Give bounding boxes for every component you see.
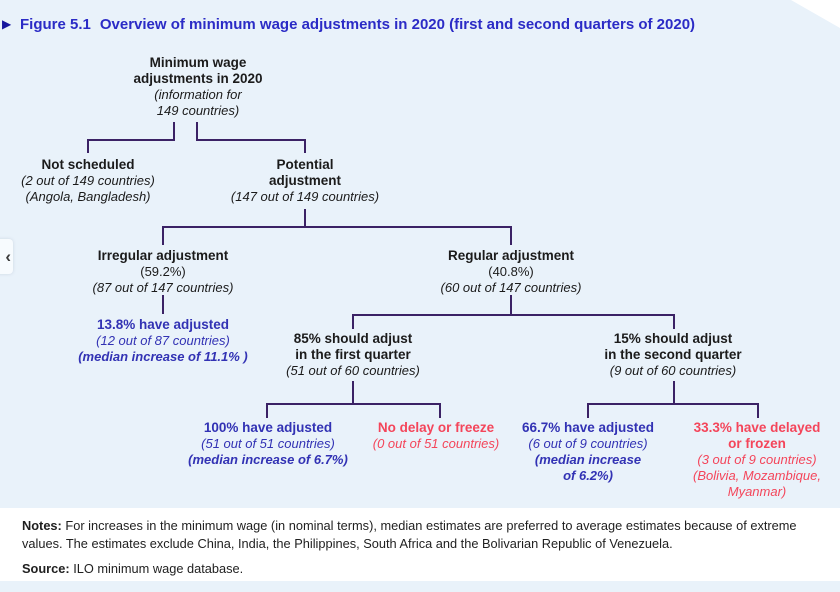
connector-line: [196, 139, 306, 141]
prev-page-button[interactable]: ‹: [0, 239, 13, 274]
node-irregular-adjusted: 13.8% have adjusted (12 out of 87 countr…: [43, 317, 283, 365]
node-irregular-adjustment: Irregular adjustment (59.2%) (87 out of …: [43, 248, 283, 296]
source-label: Source:: [22, 561, 70, 576]
node-not-scheduled: Not scheduled (2 out of 149 countries) (…: [0, 157, 208, 205]
notes-label: Notes:: [22, 518, 62, 533]
node-title: Minimum wage adjustments in 2020: [133, 55, 263, 86]
figure-caption: Figure 5.1 Overview of minimum wage adjus…: [20, 15, 830, 34]
node-subtitle: (6 out of 9 countries): [528, 436, 648, 451]
next-panel-edge: [0, 581, 840, 592]
node-title: Regular adjustment: [447, 248, 575, 263]
node-first-quarter: 85% should adjust in the first quarter (…: [233, 331, 473, 379]
node-subtitle: (60 out of 147 countries): [440, 280, 582, 295]
connector-line: [510, 226, 512, 245]
connector-line: [352, 381, 354, 405]
connector-line: [87, 139, 175, 141]
node-emphasis: (median increase of 6.7%): [188, 452, 348, 467]
node-second-quarter: 15% should adjust in the second quarter …: [553, 331, 793, 379]
node-subtitle: (51 out of 51 countries): [201, 436, 335, 451]
source-text: ILO minimum wage database.: [73, 561, 244, 576]
connector-line: [757, 403, 759, 418]
node-title: Potential adjustment: [268, 157, 341, 188]
node-title: 66.7% have adjusted: [521, 420, 655, 435]
connector-line: [673, 381, 675, 405]
node-subtitle: (87 out of 147 countries): [92, 280, 234, 295]
node-root: Minimum wage adjustments in 2020 (inform…: [78, 55, 318, 119]
node-title: 100% have adjusted: [203, 420, 333, 435]
node-q2-delayed: 33.3% have delayed or frozen (3 out of 9…: [637, 420, 840, 500]
connector-line: [196, 122, 198, 141]
node-title: 13.8% have adjusted: [96, 317, 230, 332]
node-subtitle: (2 out of 149 countries) (Angola, Bangla…: [21, 173, 155, 204]
figure-source: Source: ILO minimum wage database.: [22, 560, 822, 578]
figure-label: Figure 5.1: [20, 16, 91, 33]
connector-line: [162, 226, 512, 228]
node-q1-no-delay: No delay or freeze (0 out of 51 countrie…: [316, 420, 556, 452]
node-subtitle: (12 out of 87 countries): [96, 333, 230, 348]
figure-title: Overview of minimum wage adjustments in …: [99, 16, 696, 33]
node-subtitle: (3 out of 9 countries) (Bolivia, Mozambi…: [693, 452, 821, 499]
figure-notes: Notes: For increases in the minimum wage…: [22, 517, 822, 552]
connector-line: [266, 403, 441, 405]
node-value: (59.2%): [140, 264, 186, 279]
connector-line: [587, 403, 589, 418]
connector-line: [587, 403, 759, 405]
figure-marker-icon: ▶: [2, 17, 12, 31]
node-title: Irregular adjustment: [97, 248, 229, 263]
connector-line: [87, 139, 89, 153]
node-subtitle: (9 out of 60 countries): [609, 363, 737, 378]
connector-line: [162, 295, 164, 314]
node-potential-adjustment: Potential adjustment (147 out of 149 cou…: [185, 157, 425, 205]
figure-panel: [0, 0, 840, 508]
connector-line: [352, 314, 354, 329]
connector-line: [173, 122, 175, 141]
notes-text: For increases in the minimum wage (in no…: [22, 518, 797, 551]
connector-line: [439, 403, 441, 418]
node-subtitle: (51 out of 60 countries): [286, 363, 420, 378]
node-q1-adjusted: 100% have adjusted (51 out of 51 countri…: [148, 420, 388, 468]
connector-line: [352, 314, 675, 316]
node-title: Not scheduled: [41, 157, 135, 172]
node-subtitle: (0 out of 51 countries): [372, 436, 500, 451]
node-subtitle: (147 out of 149 countries): [230, 189, 380, 204]
connector-line: [304, 209, 306, 228]
node-title: 33.3% have delayed or frozen: [693, 420, 821, 451]
chevron-left-icon: ‹: [5, 247, 11, 266]
node-emphasis: (median increase of 6.2%): [534, 452, 642, 483]
node-q2-adjusted: 66.7% have adjusted (6 out of 9 countrie…: [468, 420, 708, 484]
connector-line: [162, 226, 164, 245]
node-title: 15% should adjust in the second quarter: [604, 331, 742, 362]
node-title: 85% should adjust in the first quarter: [293, 331, 413, 362]
connector-line: [510, 295, 512, 316]
node-regular-adjustment: Regular adjustment (40.8%) (60 out of 14…: [391, 248, 631, 296]
node-emphasis: (median increase of 11.1% ): [78, 349, 248, 364]
connector-line: [673, 314, 675, 329]
connector-line: [266, 403, 268, 418]
connector-line: [304, 139, 306, 153]
node-value: (40.8%): [488, 264, 534, 279]
node-title: No delay or freeze: [377, 420, 495, 435]
node-subtitle: (information for 149 countries): [154, 87, 242, 118]
